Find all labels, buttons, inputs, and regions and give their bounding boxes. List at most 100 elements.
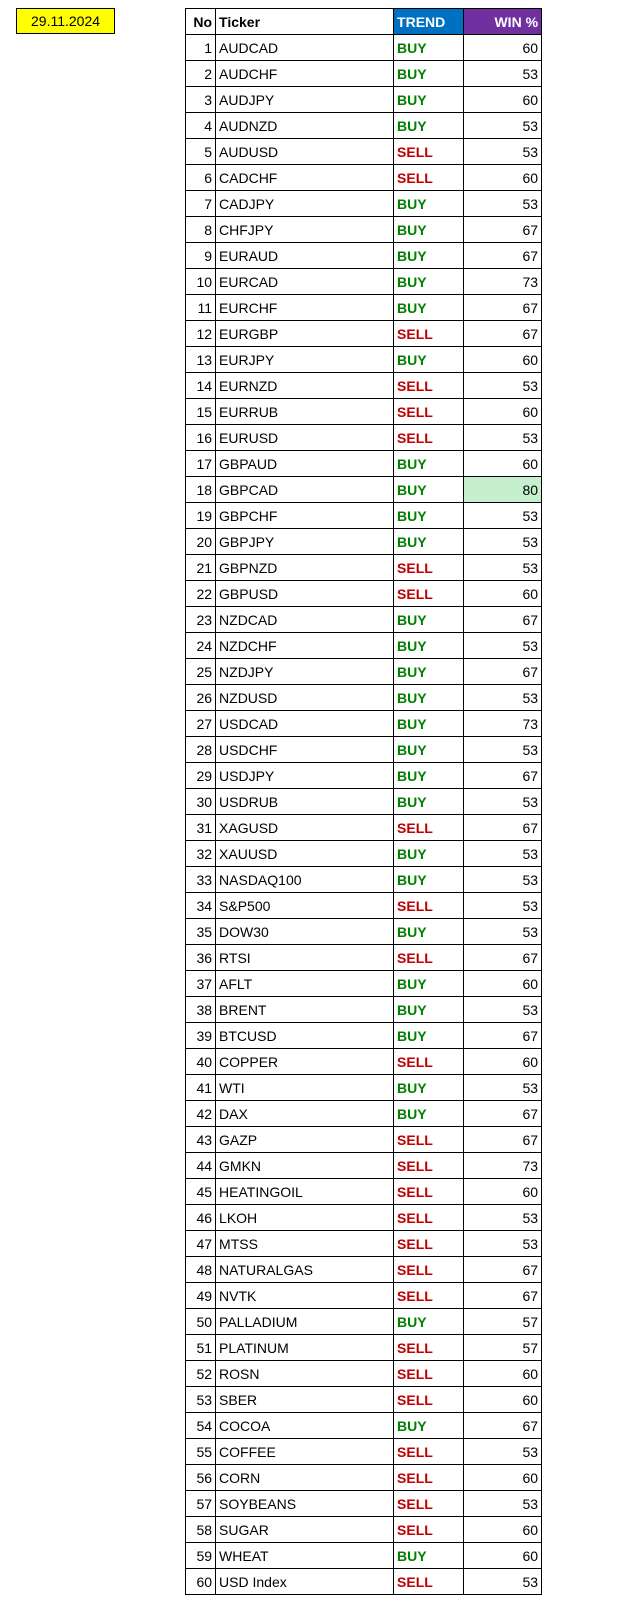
cell-trend: BUY <box>394 1543 464 1569</box>
cell-ticker: COPPER <box>216 1049 394 1075</box>
cell-ticker: NZDCHF <box>216 633 394 659</box>
table-row: 18GBPCADBUY80 <box>186 477 542 503</box>
cell-ticker: GBPAUD <box>216 451 394 477</box>
cell-no: 51 <box>186 1335 216 1361</box>
cell-ticker: GBPCAD <box>216 477 394 503</box>
header-no: No <box>186 9 216 35</box>
cell-no: 19 <box>186 503 216 529</box>
cell-ticker: AUDUSD <box>216 139 394 165</box>
cell-no: 57 <box>186 1491 216 1517</box>
date-badge: 29.11.2024 <box>16 8 115 34</box>
cell-win: 53 <box>464 919 542 945</box>
cell-trend: BUY <box>394 269 464 295</box>
table-row: 19GBPCHFBUY53 <box>186 503 542 529</box>
cell-ticker: AUDCAD <box>216 35 394 61</box>
cell-ticker: CHFJPY <box>216 217 394 243</box>
cell-no: 49 <box>186 1283 216 1309</box>
signals-table: No Ticker TREND WIN % 1AUDCADBUY602AUDCH… <box>185 8 542 1595</box>
cell-no: 2 <box>186 61 216 87</box>
cell-no: 20 <box>186 529 216 555</box>
table-row: 14EURNZDSELL53 <box>186 373 542 399</box>
table-row: 45HEATINGOILSELL60 <box>186 1179 542 1205</box>
table-row: 35DOW30BUY53 <box>186 919 542 945</box>
cell-trend: SELL <box>394 893 464 919</box>
table-row: 16EURUSDSELL53 <box>186 425 542 451</box>
cell-win: 73 <box>464 711 542 737</box>
cell-win: 67 <box>464 321 542 347</box>
cell-ticker: NATURALGAS <box>216 1257 394 1283</box>
header-win: WIN % <box>464 9 542 35</box>
cell-no: 30 <box>186 789 216 815</box>
cell-trend: SELL <box>394 815 464 841</box>
cell-trend: SELL <box>394 1387 464 1413</box>
cell-win: 53 <box>464 425 542 451</box>
cell-no: 58 <box>186 1517 216 1543</box>
cell-win: 53 <box>464 373 542 399</box>
table-row: 48NATURALGASSELL67 <box>186 1257 542 1283</box>
cell-win: 73 <box>464 1153 542 1179</box>
cell-ticker: SOYBEANS <box>216 1491 394 1517</box>
cell-trend: SELL <box>394 139 464 165</box>
cell-ticker: AUDCHF <box>216 61 394 87</box>
cell-win: 60 <box>464 165 542 191</box>
cell-win: 53 <box>464 503 542 529</box>
cell-no: 36 <box>186 945 216 971</box>
cell-ticker: MTSS <box>216 1231 394 1257</box>
cell-win: 80 <box>464 477 542 503</box>
cell-ticker: LKOH <box>216 1205 394 1231</box>
cell-no: 1 <box>186 35 216 61</box>
table-row: 12EURGBPSELL67 <box>186 321 542 347</box>
cell-ticker: EURCHF <box>216 295 394 321</box>
cell-trend: BUY <box>394 61 464 87</box>
cell-no: 8 <box>186 217 216 243</box>
cell-trend: BUY <box>394 1413 464 1439</box>
cell-ticker: CORN <box>216 1465 394 1491</box>
table-row: 33NASDAQ100BUY53 <box>186 867 542 893</box>
cell-ticker: NZDUSD <box>216 685 394 711</box>
cell-win: 53 <box>464 555 542 581</box>
cell-trend: SELL <box>394 1491 464 1517</box>
cell-trend: BUY <box>394 87 464 113</box>
cell-no: 13 <box>186 347 216 373</box>
table-row: 30USDRUBBUY53 <box>186 789 542 815</box>
cell-trend: SELL <box>394 1205 464 1231</box>
cell-ticker: BRENT <box>216 997 394 1023</box>
cell-ticker: BTCUSD <box>216 1023 394 1049</box>
cell-win: 67 <box>464 815 542 841</box>
cell-win: 53 <box>464 1569 542 1595</box>
cell-no: 50 <box>186 1309 216 1335</box>
cell-no: 28 <box>186 737 216 763</box>
cell-no: 21 <box>186 555 216 581</box>
cell-no: 29 <box>186 763 216 789</box>
cell-trend: SELL <box>394 581 464 607</box>
cell-win: 67 <box>464 295 542 321</box>
table-row: 53SBERSELL60 <box>186 1387 542 1413</box>
cell-no: 48 <box>186 1257 216 1283</box>
table-header-row: No Ticker TREND WIN % <box>186 9 542 35</box>
cell-no: 54 <box>186 1413 216 1439</box>
cell-win: 53 <box>464 61 542 87</box>
cell-trend: SELL <box>394 1569 464 1595</box>
cell-trend: BUY <box>394 997 464 1023</box>
cell-win: 53 <box>464 1491 542 1517</box>
cell-win: 53 <box>464 1439 542 1465</box>
cell-no: 59 <box>186 1543 216 1569</box>
cell-no: 31 <box>186 815 216 841</box>
cell-no: 47 <box>186 1231 216 1257</box>
table-row: 31XAGUSDSELL67 <box>186 815 542 841</box>
cell-win: 67 <box>464 217 542 243</box>
cell-ticker: EURNZD <box>216 373 394 399</box>
cell-no: 5 <box>186 139 216 165</box>
cell-trend: SELL <box>394 1231 464 1257</box>
table-row: 8CHFJPYBUY67 <box>186 217 542 243</box>
cell-trend: SELL <box>394 373 464 399</box>
table-row: 41WTIBUY53 <box>186 1075 542 1101</box>
header-ticker: Ticker <box>216 9 394 35</box>
cell-no: 3 <box>186 87 216 113</box>
table-row: 39BTCUSDBUY67 <box>186 1023 542 1049</box>
cell-win: 57 <box>464 1335 542 1361</box>
cell-win: 53 <box>464 1075 542 1101</box>
cell-win: 67 <box>464 659 542 685</box>
cell-no: 56 <box>186 1465 216 1491</box>
cell-trend: BUY <box>394 659 464 685</box>
